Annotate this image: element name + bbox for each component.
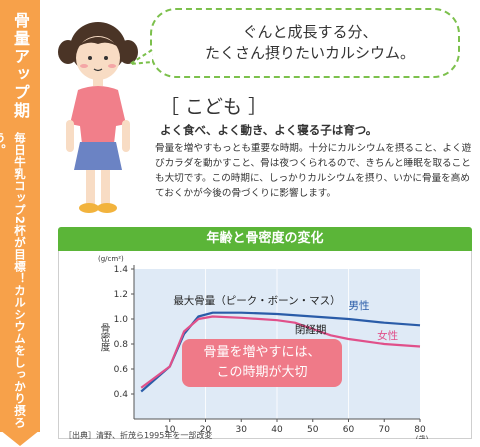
x-tick-label: 40	[271, 425, 283, 435]
x-tick-label: 60	[343, 425, 355, 435]
bubble-text: ぐんと成長する分、 たくさん摂りたいカルシウム。	[170, 22, 450, 64]
y-axis-label: 骨密度	[99, 323, 111, 352]
bubble-line-1: ぐんと成長する分、	[242, 23, 378, 41]
y-unit-label: (g/cm²)	[98, 255, 124, 263]
x-tick-label: 10	[164, 425, 176, 435]
child-illustration	[58, 22, 138, 213]
side-band	[0, 0, 40, 432]
x-tick-label: 30	[236, 425, 248, 435]
legend-label-female: 女性	[377, 329, 398, 342]
body-text: 骨量を増やすもっとも重要な時期。十分にカルシウムを摂ること、よく遊びカラダを動か…	[155, 143, 472, 199]
section-subheading: よく食べ、よく動き、よく寝る子は育つ。	[160, 123, 378, 137]
menopause-label: 閉経期	[295, 323, 327, 336]
y-tick-label: 0.6	[114, 365, 129, 375]
bubble-line-2: たくさん摂りたいカルシウム。	[204, 44, 415, 62]
side-subtitle: 毎日牛乳コップ2杯が目標！カルシウムをしっかり摂ろう。	[0, 132, 27, 429]
bubble-tail-icon	[129, 49, 153, 65]
callout-box: 骨量を増やすには、 この時期が大切	[182, 339, 342, 387]
peak-bone-mass-label: 最大骨量（ピーク・ボーン・マス）	[173, 294, 340, 307]
callout-line-1: 骨量を増やすには、	[203, 345, 321, 360]
legend-label-male: 男性	[349, 299, 370, 312]
x-tick-label: 80	[414, 425, 426, 435]
x-tick-label: 70	[379, 425, 391, 435]
down-arrow-icon	[0, 430, 40, 446]
y-tick-label: 0.4	[114, 390, 129, 400]
y-tick-label: 1.2	[114, 290, 128, 300]
source-note: ［出典］清野、折茂ら1995年を一部改変	[64, 431, 213, 440]
section-heading: ［ こども ］	[160, 96, 268, 118]
y-tick-label: 1.4	[114, 265, 129, 275]
x-unit-label: (歳)	[416, 434, 429, 439]
callout-line-2: この時期が大切	[216, 365, 308, 380]
speech-bubble	[150, 8, 460, 78]
side-title: 骨量アップ期	[11, 12, 30, 120]
series-line-female	[140, 315, 421, 389]
x-tick-label: 20	[200, 425, 212, 435]
x-tick-label: 50	[307, 425, 319, 435]
y-tick-label: 1.0	[114, 315, 129, 325]
y-tick-label: 0.8	[114, 340, 129, 350]
chart-title: 年齢と骨密度の変化	[58, 227, 472, 251]
